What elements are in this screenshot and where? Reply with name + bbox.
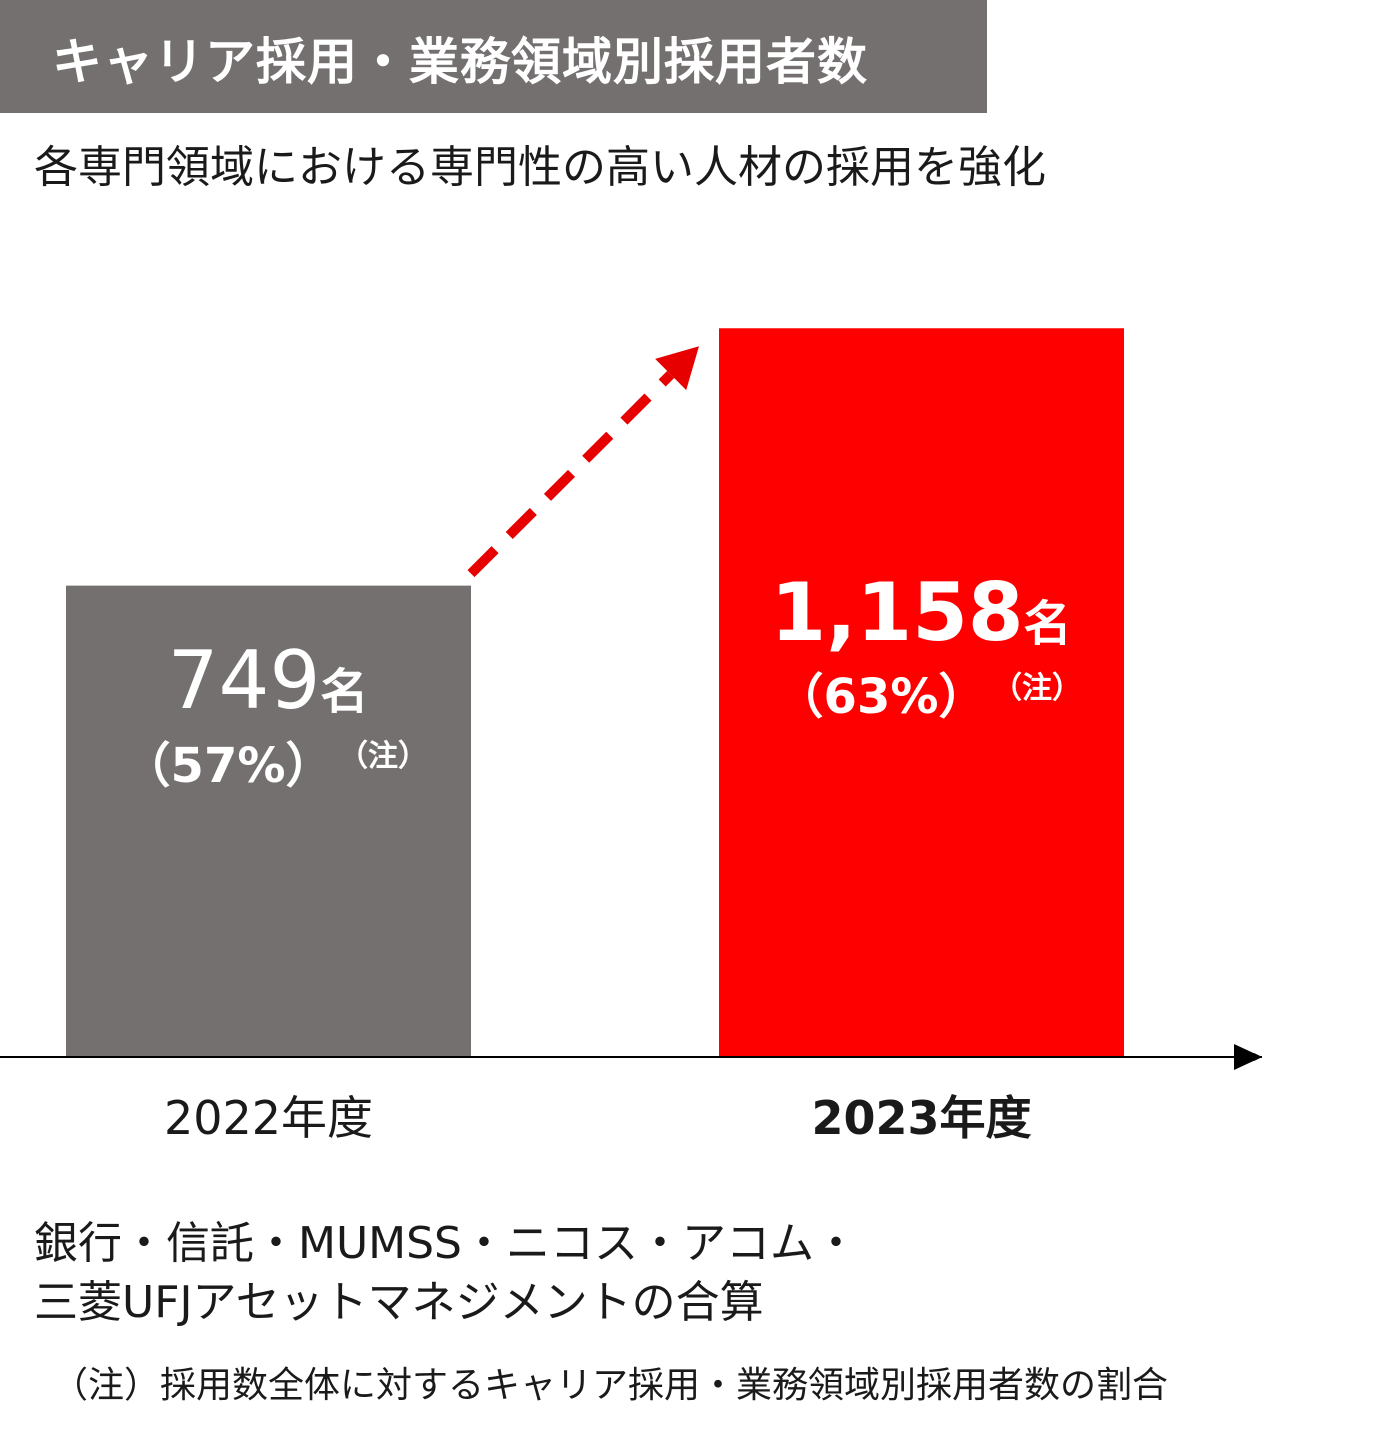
percent-label-2022年度: （57%） bbox=[123, 738, 334, 794]
value-number: 749 bbox=[168, 634, 321, 727]
bar-2023年度 bbox=[719, 328, 1124, 1057]
bar-chart: 749名（57%） （注）1,158名（63%） （注）2022年度 2023年度 bbox=[0, 328, 1262, 1145]
trend-arrow bbox=[467, 370, 675, 578]
footnote: （注）採用数全体に対するキャリア採用・業務領域別採用者数の割合 bbox=[52, 1365, 1169, 1406]
bar-2022年度 bbox=[66, 585, 471, 1057]
note-marker: （注） bbox=[992, 671, 1082, 706]
title-bar bbox=[0, 0, 987, 113]
value-unit: 名 bbox=[1024, 596, 1072, 652]
value-label-2022年度: 749名 bbox=[168, 634, 369, 727]
footer-line-2: 三菱UFJアセットマネジメントの合算 bbox=[34, 1277, 764, 1328]
category-label-2022年度: 2022年度 bbox=[164, 1091, 373, 1145]
footer-line-1: 銀行・信託・MUMSS・ニコス・アコム・ bbox=[34, 1218, 858, 1269]
value-label-2023年度: 1,158名 bbox=[770, 566, 1071, 659]
category-label-2023年度: 2023年度 bbox=[811, 1091, 1031, 1145]
x-axis-arrowhead bbox=[1234, 1044, 1262, 1070]
note-marker: （注） bbox=[338, 739, 428, 774]
percent-label-2023年度: （63%） bbox=[776, 669, 987, 725]
trend-arrow-head bbox=[655, 346, 699, 391]
value-number: 1,158 bbox=[770, 566, 1023, 659]
page-subtitle: 各専門領域における専門性の高い人材の採用を強化 bbox=[34, 142, 1046, 193]
value-unit: 名 bbox=[320, 664, 368, 720]
page-title: キャリア採用・業務領域別採用者数 bbox=[52, 33, 868, 91]
